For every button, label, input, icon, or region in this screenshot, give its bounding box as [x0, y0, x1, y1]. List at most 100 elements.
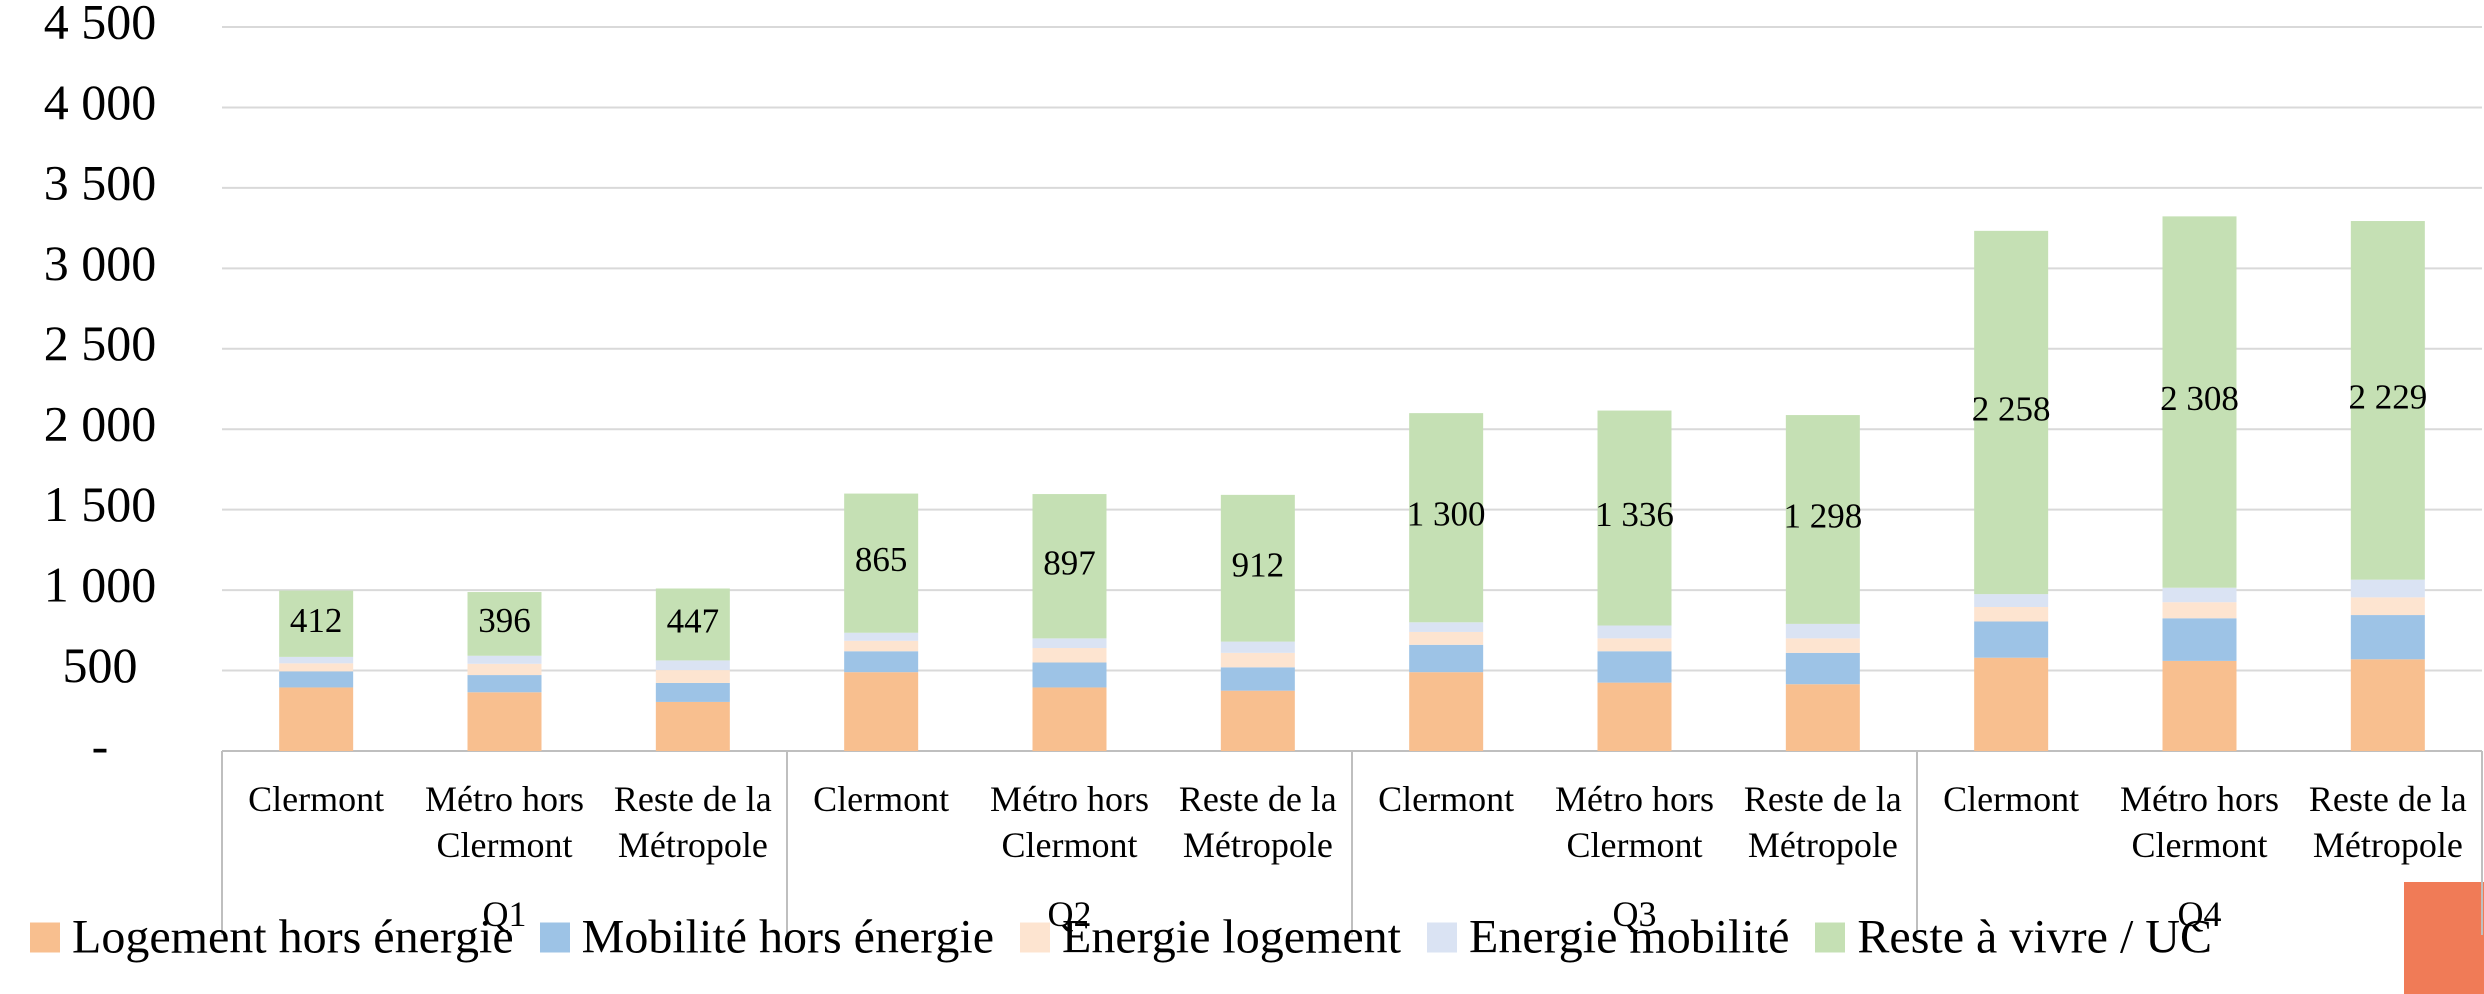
data-label: 396: [478, 601, 531, 640]
legend-swatch: [30, 922, 60, 952]
bar-segment: [467, 592, 542, 656]
data-label: 2 258: [1972, 390, 2051, 429]
y-tick-label: 3 000: [44, 235, 157, 291]
bar-segment: [279, 590, 354, 657]
bar-segment: [844, 672, 919, 751]
x-tick-label: Métro hors Clermont: [425, 779, 584, 865]
x-tick-label: Clermont: [248, 779, 385, 819]
bar-segment: [844, 493, 919, 633]
x-tick-label: Clermont: [1378, 779, 1515, 819]
bar-segment: [1597, 638, 1672, 652]
data-label: 1 298: [1783, 497, 1862, 536]
legend-item: Energie mobilité: [1427, 910, 1789, 965]
bar-segment: [1785, 652, 1860, 685]
data-label: 412: [290, 601, 343, 640]
data-label: 897: [1043, 543, 1096, 582]
bar-segment: [1785, 623, 1860, 639]
group-label: Q1: [482, 894, 527, 934]
bar-segment: [2162, 660, 2237, 751]
bar-segment: [844, 640, 919, 652]
bar-segment: [1974, 230, 2049, 595]
x-tick-label: Reste de la Métropole: [1178, 779, 1337, 865]
y-tick-label: 1 000: [44, 557, 157, 613]
bar-segment: [2350, 615, 2425, 660]
bar-segment: [1974, 607, 2049, 622]
data-label: 1 336: [1595, 495, 1674, 534]
data-label: 2 229: [2348, 377, 2427, 416]
y-tick-label: -: [92, 717, 109, 773]
legend-swatch: [1020, 922, 1050, 952]
bar-segment: [1032, 638, 1107, 649]
x-tick-label: Clermont: [1943, 779, 2080, 819]
legend-item: Mobilité hors énergie: [539, 910, 994, 965]
x-tick-label: Métro hors Clermont: [990, 779, 1149, 865]
legend-label: Energie mobilité: [1469, 910, 1790, 964]
legend-label: Energie logement: [1062, 910, 1401, 964]
x-tick-label: Métro hors Clermont: [1555, 779, 1714, 865]
bar-segment: [467, 675, 542, 693]
bar-segment: [655, 588, 730, 661]
bar-segment: [1785, 684, 1860, 751]
legend-label: Reste à vivre / UC: [1857, 910, 2212, 964]
bar-segment: [1220, 494, 1295, 642]
y-tick-label: 1 500: [44, 476, 157, 532]
bar-segment: [1032, 687, 1107, 751]
data-label: 2 308: [2160, 379, 2239, 418]
bar-segment: [1032, 494, 1107, 639]
legend-label: Mobilité hors énergie: [581, 910, 994, 964]
y-tick-label: 3 500: [44, 154, 157, 210]
group-label: Q2: [1047, 894, 1092, 934]
bar-segment: [1597, 682, 1672, 751]
y-tick-label: 500: [63, 637, 138, 693]
bar-segment: [655, 682, 730, 702]
bar-segment: [2162, 618, 2237, 661]
legend-swatch: [1427, 922, 1457, 952]
bar-segment: [467, 655, 542, 664]
bar-segment: [844, 632, 919, 641]
bar-segment: [1597, 651, 1672, 683]
legend-label: Logement hors énergie: [72, 910, 514, 964]
group-label: Q4: [2177, 894, 2222, 934]
bar-segment: [1220, 652, 1295, 668]
bar-segment: [655, 670, 730, 683]
bar-segment: [1597, 410, 1672, 626]
corner-shape: [2404, 882, 2484, 994]
bar-segment: [1785, 415, 1860, 624]
bar-segment: [1974, 594, 2049, 608]
bar-segment: [1220, 641, 1295, 653]
bar-segment: [2350, 221, 2425, 580]
y-tick-label: 2 500: [44, 315, 157, 371]
bar-segment: [655, 660, 730, 671]
x-tick-label: Métro hors Clermont: [2120, 779, 2279, 865]
data-label: 912: [1232, 545, 1285, 584]
bar-segment: [2350, 659, 2425, 751]
bar-segment: [1974, 621, 2049, 658]
bar-segment: [467, 663, 542, 676]
y-tick-label: 4 500: [44, 0, 157, 49]
bar-segment: [1032, 648, 1107, 663]
y-tick-label: 4 000: [44, 74, 157, 130]
bar-segment: [2162, 602, 2237, 619]
bar-segment: [279, 687, 354, 751]
bar-segment: [467, 692, 542, 751]
bar-segment: [655, 701, 730, 751]
data-label: 447: [667, 601, 720, 640]
legend-item: Logement hors énergie: [30, 910, 514, 965]
bar-segment: [2350, 579, 2425, 598]
data-label: 1 300: [1407, 495, 1486, 534]
legend: Logement hors énergie Mobilité hors énerg…: [30, 910, 2212, 965]
x-tick-label: Reste de la Métropole: [1743, 779, 1902, 865]
bar-segment: [1032, 662, 1107, 688]
bar-segment: [1597, 625, 1672, 639]
bar-segment: [1409, 672, 1484, 751]
bar-segment: [1409, 631, 1484, 645]
bar-segment: [2350, 597, 2425, 616]
bar-segment: [844, 651, 919, 673]
bar-segment: [1974, 657, 2049, 751]
bar-segment: [1785, 638, 1860, 653]
y-tick-label: 2 000: [44, 396, 157, 452]
x-tick-label: Clermont: [813, 779, 950, 819]
bar-segment: [279, 671, 354, 688]
